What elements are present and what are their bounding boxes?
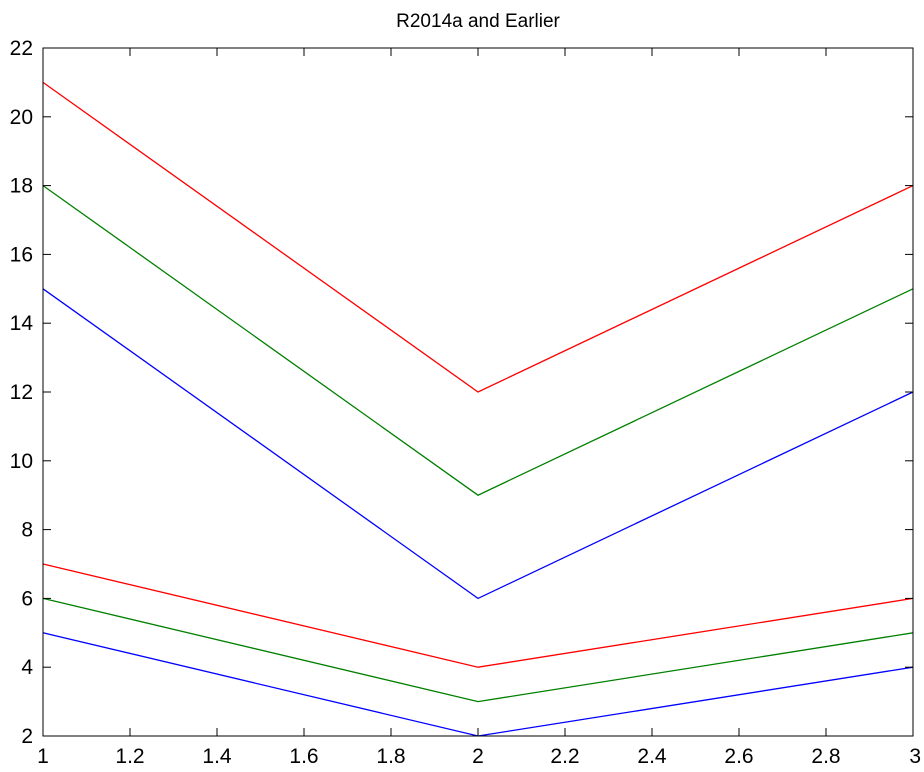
x-tick-labels: 1 1.2 1.4 1.6 1.8 2 2.2 2.4 2.6 2.8 3 [37,745,921,768]
y-tick-label: 22 [10,37,33,60]
y-tick-labels: 2 4 6 8 10 12 14 16 18 20 22 [10,37,34,748]
x-tick-label: 2.6 [724,745,753,768]
y-tick-label: 20 [10,106,33,129]
series-line-1 [42,632,914,737]
series-line-5 [42,185,914,496]
x-tick-label: 2.2 [550,745,579,768]
y-tick-label: 8 [21,519,33,542]
x-tick-label: 2.4 [637,745,667,768]
x-tick-label: 1.4 [202,745,232,768]
x-tick-label: 3 [909,745,921,768]
ticks-layer [42,47,914,737]
x-tick-label: 2.8 [811,745,840,768]
x-tick-label: 1 [37,745,49,768]
chart-title: R2014a and Earlier [396,11,560,32]
y-tick-label: 18 [10,175,33,198]
series-line-4 [42,288,914,600]
series-line-6 [42,81,914,393]
y-tick-label: 12 [10,381,33,404]
y-tick-label: 4 [21,656,33,679]
x-tick-label: 1.6 [289,745,318,768]
x-tick-label: 1.2 [115,745,144,768]
x-tick-label: 1.8 [376,745,405,768]
y-tick-label: 10 [10,450,33,473]
y-tick-label: 6 [21,587,33,610]
series-line-2 [42,597,914,703]
series-line-3 [42,563,914,668]
x-tick-label: 2 [472,745,484,768]
y-tick-label: 14 [10,312,34,335]
y-tick-label: 16 [10,243,33,266]
y-tick-label: 2 [21,725,33,748]
series-layer [42,81,914,737]
